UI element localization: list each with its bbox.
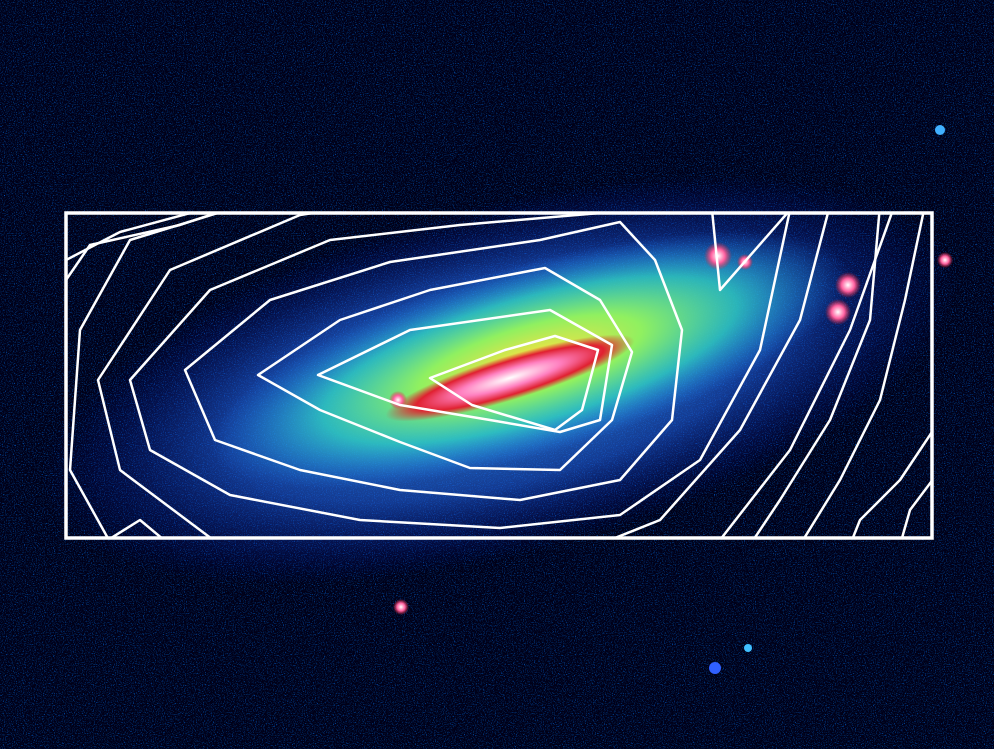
contour [316, 308, 614, 434]
star [709, 662, 721, 674]
star [393, 599, 409, 615]
contour [128, 213, 791, 530]
contour [802, 213, 925, 538]
bright-knot [825, 299, 851, 325]
bright-knot [704, 242, 732, 270]
contour [900, 478, 932, 538]
contour [68, 213, 894, 538]
galaxy-core [385, 334, 635, 422]
contour [183, 220, 684, 502]
contour [96, 213, 830, 538]
contour [428, 334, 600, 432]
contour [66, 213, 220, 281]
contour [753, 213, 881, 538]
region-box [64, 211, 934, 540]
star [744, 644, 752, 652]
star [935, 125, 945, 135]
star [937, 252, 953, 268]
contour [851, 429, 932, 538]
bright-knot [835, 272, 861, 298]
contour [256, 266, 634, 472]
